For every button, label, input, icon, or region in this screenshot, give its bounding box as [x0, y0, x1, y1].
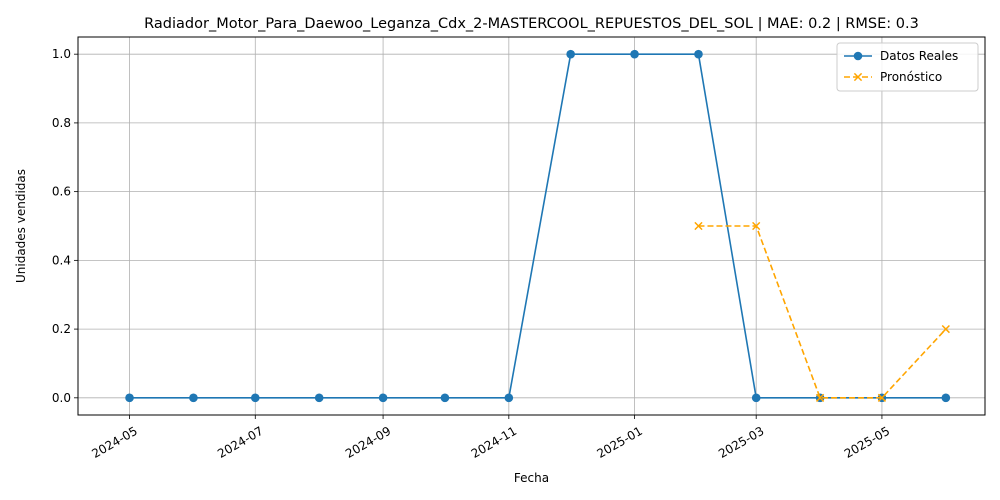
data-point — [751, 393, 761, 403]
x-axis-label: Fecha — [514, 471, 549, 485]
data-point — [694, 49, 703, 59]
y-tick-label: 0.6 — [52, 185, 71, 199]
data-point — [694, 221, 703, 231]
data-point — [189, 393, 198, 403]
legend-label-1: Datos Reales — [880, 49, 958, 63]
data-point — [440, 393, 450, 403]
data-point — [815, 393, 825, 402]
data-point — [630, 49, 639, 59]
y-tick-label: 0.8 — [52, 116, 71, 130]
legend-marker-2 — [853, 72, 863, 82]
plot-frame — [77, 36, 986, 416]
series-line-1 — [129, 53, 946, 399]
y-tick-label: 0.2 — [52, 322, 71, 336]
y-tick-label: 1.0 — [52, 47, 71, 61]
y-axis: 0.0 0.2 0.4 0.6 0.8 1.0 — [52, 47, 78, 405]
y-tick-label: 0.0 — [52, 391, 71, 405]
data-point — [877, 393, 887, 402]
data-point — [504, 393, 514, 403]
data-point — [941, 393, 951, 403]
y-axis-label: Unidades vendidas — [14, 169, 28, 283]
legend-marker-1 — [853, 51, 863, 61]
data-point — [250, 393, 260, 403]
data-point — [378, 393, 388, 403]
legend-box — [836, 42, 979, 92]
series-line-2 — [698, 225, 947, 399]
data-point — [125, 393, 134, 403]
series-layer — [125, 49, 951, 403]
data-point — [752, 221, 761, 231]
chart-title: Radiador_Motor_Para_Daewoo_Leganza_Cdx_2… — [144, 16, 919, 32]
legend-label-2: Pronóstico — [880, 70, 942, 84]
y-tick-label: 0.4 — [52, 253, 71, 267]
data-point — [314, 393, 324, 403]
data-point — [566, 49, 575, 59]
data-point — [941, 324, 950, 334]
legend: Datos Reales Pronóstico — [836, 42, 979, 92]
